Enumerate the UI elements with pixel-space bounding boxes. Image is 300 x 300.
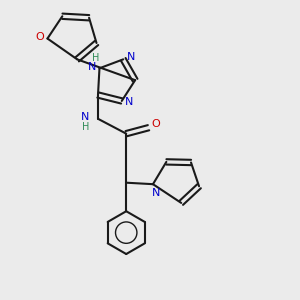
- Text: N: N: [125, 98, 134, 107]
- Text: N: N: [88, 62, 96, 72]
- Text: H: H: [82, 122, 89, 132]
- Text: N: N: [81, 112, 90, 122]
- Text: N: N: [127, 52, 135, 62]
- Text: N: N: [152, 188, 160, 197]
- Text: O: O: [35, 32, 44, 42]
- Text: H: H: [92, 53, 100, 63]
- Text: O: O: [152, 119, 160, 129]
